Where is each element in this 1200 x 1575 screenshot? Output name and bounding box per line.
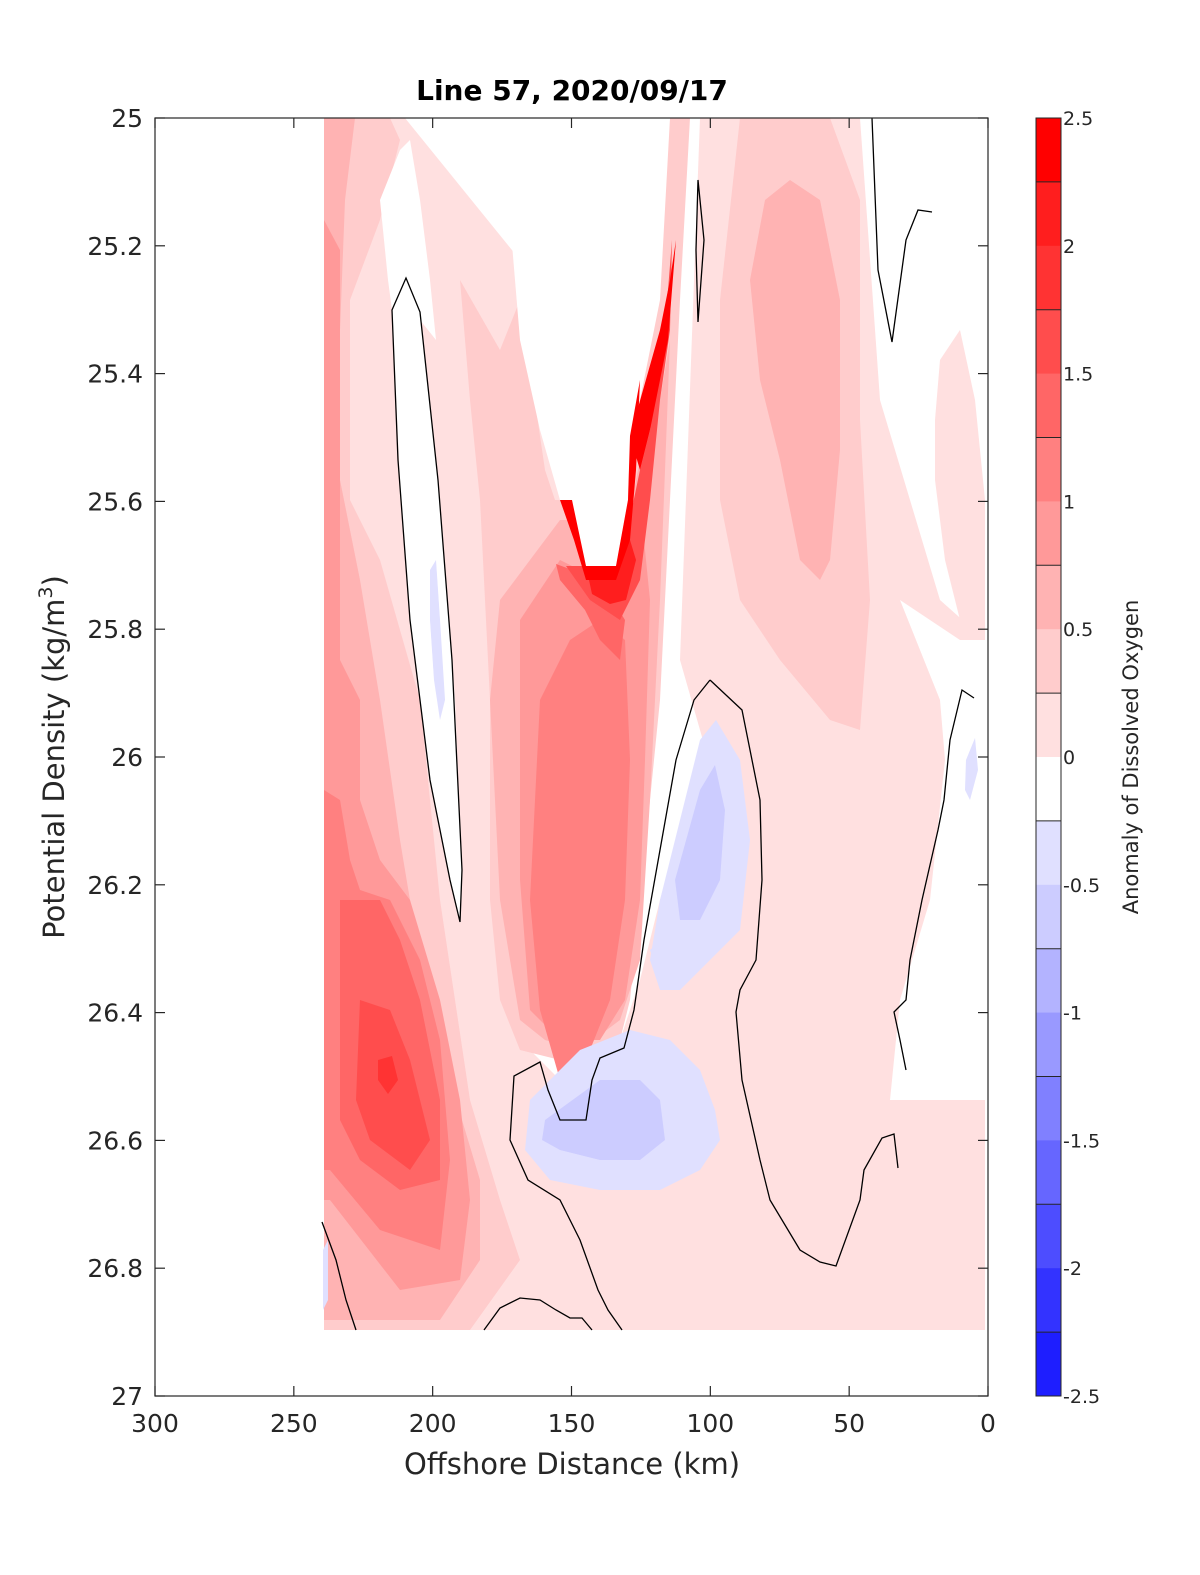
colorbar-band [1036, 1204, 1061, 1269]
anomaly-region-neg-low-inner [542, 1080, 665, 1160]
colorbar-band [1036, 820, 1061, 886]
anomaly-region-west-peak [378, 1056, 398, 1094]
colorbar-band [1036, 437, 1061, 502]
anomaly-region-neg-mid-inner [675, 765, 725, 920]
zero-contour-3 [871, 118, 933, 343]
colorbar-band [1036, 1268, 1061, 1333]
colorbar-band [1036, 1332, 1061, 1397]
zero-contour-4 [893, 688, 975, 1071]
colorbar-tick-label: 1 [1063, 491, 1075, 513]
chart-title: Line 57, 2020/09/17 [416, 74, 728, 107]
y-tick-label: 25.2 [87, 232, 143, 261]
anomaly-region-neg-east [965, 738, 978, 800]
anomaly-region-west-gap-top [380, 140, 436, 340]
colorbar-band [1036, 501, 1061, 566]
y-tick-label: 26 [111, 743, 143, 772]
zero-contour-8 [483, 1297, 593, 1331]
colorbar-band [1036, 884, 1061, 950]
zero-contour-7 [321, 1221, 357, 1331]
anomaly-region-neg-small [650, 940, 668, 965]
y-tick-label: 25.4 [87, 360, 143, 389]
colorbar-band [1036, 118, 1061, 183]
zero-contour-1 [391, 276, 463, 923]
anomaly-region-central-top1 [566, 240, 672, 620]
colorbar-band [1036, 1012, 1061, 1077]
colorbar-band [1036, 629, 1061, 694]
y-tick-label: 26.6 [87, 1126, 143, 1155]
anomaly-region-neg-west-edge [323, 1240, 328, 1310]
zero-contour-2 [695, 179, 705, 323]
x-tick-label: 150 [548, 1409, 596, 1438]
y-axis-ticks: 25 25.2 25.4 25.6 25.8 26 26.2 26.4 26.6 26.8 27 [87, 104, 988, 1411]
colorbar-tick-label: -2.5 [1063, 1386, 1100, 1408]
anomaly-region-shore-white [890, 600, 985, 1100]
colorbar-tick-label: 0.5 [1063, 619, 1093, 641]
contour-fill-layer [323, 118, 985, 1330]
anomaly-region-east-inner [750, 180, 840, 580]
colorbar-tick-label: -0.5 [1063, 875, 1100, 897]
colorbar-band [1036, 565, 1061, 630]
colorbar-band [1036, 948, 1061, 1014]
colorbar-tick-label: 2 [1063, 236, 1075, 258]
y-axis-label-superscript: 3 [35, 586, 57, 598]
anomaly-region-west-gap [392, 278, 462, 920]
anomaly-region-central-core [530, 620, 630, 1080]
anomaly-region-central-top3 [630, 240, 676, 470]
colorbar-tick-label: 2.5 [1063, 108, 1093, 130]
y-axis-label: Potential Density (kg/m3) [35, 575, 71, 939]
colorbar-tick-label: -1 [1063, 1003, 1082, 1025]
y-tick-label: 27 [111, 1382, 143, 1411]
colorbar-band [1036, 1140, 1061, 1205]
colorbar: 2.5 2 1.5 1 0.5 0 -0.5 -1 -1.5 -2 -2.5 [1035, 108, 1100, 1408]
x-tick-label: 100 [686, 1409, 734, 1438]
x-axis-ticks: 300 250 200 150 100 50 0 [131, 118, 996, 1438]
colorbar-band [1036, 1076, 1061, 1141]
y-tick-label: 25.8 [87, 615, 143, 644]
colorbar-tick-label: 0 [1063, 747, 1075, 769]
y-tick-label: 26.8 [87, 1254, 143, 1283]
y-tick-label: 26.2 [87, 871, 143, 900]
colorbar-label: Anomaly of Dissolved Oxygen [1119, 600, 1143, 915]
x-tick-label: 250 [270, 1409, 318, 1438]
anomaly-region-notch [510, 118, 670, 566]
colorbar-band [1036, 181, 1061, 247]
y-tick-label: 25.6 [87, 487, 143, 516]
anomaly-region-shore [935, 330, 985, 630]
colorbar-tick-label: 1.5 [1063, 364, 1093, 386]
x-axis-label: Offshore Distance (km) [404, 1447, 740, 1481]
zero-contour-layer [321, 118, 975, 1331]
colorbar-tick-label: -2 [1063, 1258, 1082, 1280]
y-tick-label: 26.4 [87, 999, 143, 1028]
colorbar-band [1036, 373, 1061, 438]
zero-contour-5 [709, 679, 899, 1267]
zero-contour-6 [509, 679, 711, 1331]
anomaly-region-central-peak [556, 564, 625, 660]
colorbar-band [1036, 245, 1061, 311]
colorbar-frame [1035, 117, 1062, 1397]
x-tick-label: 200 [409, 1409, 457, 1438]
colorbar-tick-label: -1.5 [1063, 1130, 1100, 1152]
x-tick-label: 50 [833, 1409, 865, 1438]
colorbar-band [1036, 757, 1061, 822]
x-tick-label: 0 [980, 1409, 996, 1438]
anomaly-region-neg-west [430, 560, 445, 720]
colorbar-band [1036, 693, 1061, 758]
x-tick-label: 300 [131, 1409, 179, 1438]
y-tick-label: 25 [111, 104, 143, 133]
colorbar-band [1036, 309, 1061, 375]
